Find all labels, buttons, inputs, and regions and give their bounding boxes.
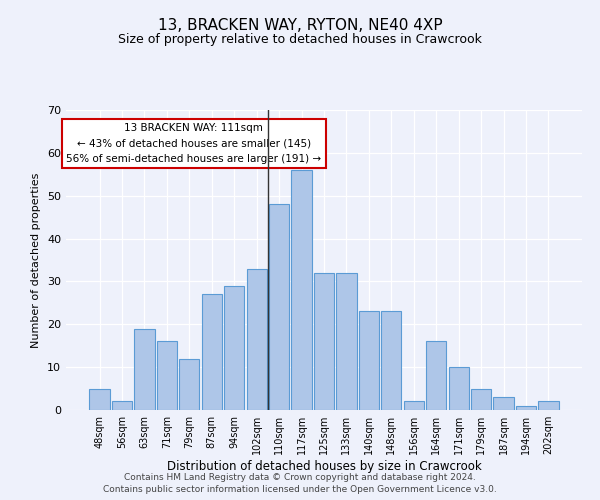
Bar bbox=[359, 312, 379, 410]
Bar bbox=[202, 294, 222, 410]
Bar bbox=[134, 328, 155, 410]
Bar bbox=[89, 388, 110, 410]
Bar bbox=[224, 286, 244, 410]
Bar bbox=[292, 170, 311, 410]
Bar bbox=[404, 402, 424, 410]
Bar bbox=[493, 397, 514, 410]
Bar bbox=[426, 342, 446, 410]
Bar bbox=[381, 312, 401, 410]
Bar bbox=[516, 406, 536, 410]
Bar bbox=[471, 388, 491, 410]
Bar bbox=[337, 273, 356, 410]
Text: Contains HM Land Registry data © Crown copyright and database right 2024.: Contains HM Land Registry data © Crown c… bbox=[124, 474, 476, 482]
Bar bbox=[247, 268, 267, 410]
Text: Contains public sector information licensed under the Open Government Licence v3: Contains public sector information licen… bbox=[103, 485, 497, 494]
Bar bbox=[157, 342, 177, 410]
Bar bbox=[112, 402, 132, 410]
Bar bbox=[314, 273, 334, 410]
Bar bbox=[449, 367, 469, 410]
Text: 13 BRACKEN WAY: 111sqm
← 43% of detached houses are smaller (145)
56% of semi-de: 13 BRACKEN WAY: 111sqm ← 43% of detached… bbox=[66, 123, 322, 164]
Text: 13, BRACKEN WAY, RYTON, NE40 4XP: 13, BRACKEN WAY, RYTON, NE40 4XP bbox=[158, 18, 442, 32]
X-axis label: Distribution of detached houses by size in Crawcrook: Distribution of detached houses by size … bbox=[167, 460, 481, 473]
Bar bbox=[179, 358, 199, 410]
Text: Size of property relative to detached houses in Crawcrook: Size of property relative to detached ho… bbox=[118, 32, 482, 46]
Bar bbox=[269, 204, 289, 410]
Bar bbox=[538, 402, 559, 410]
Y-axis label: Number of detached properties: Number of detached properties bbox=[31, 172, 41, 348]
